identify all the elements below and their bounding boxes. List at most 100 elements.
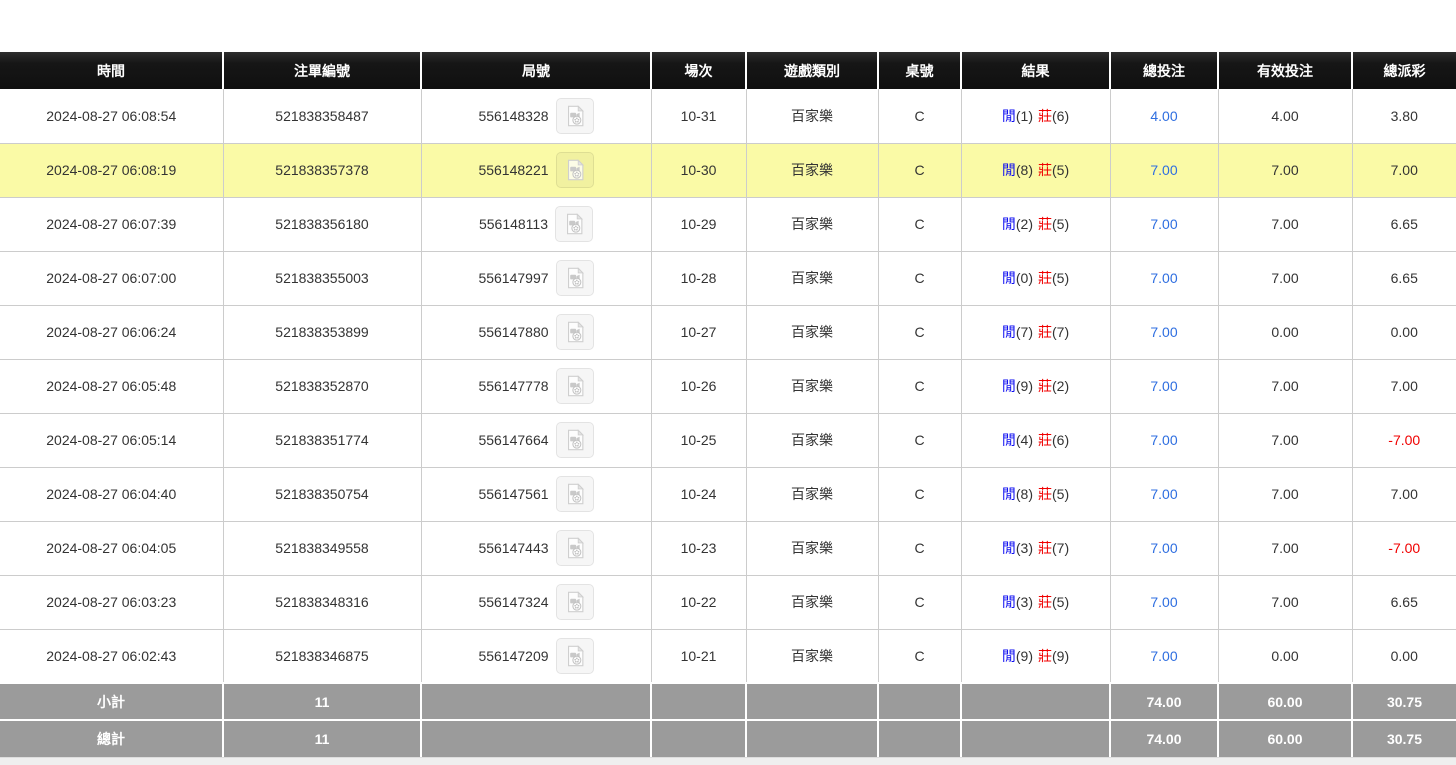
result-cell: 閒(1) 莊(6) bbox=[961, 89, 1111, 144]
total-bet-link[interactable]: 7.00 bbox=[1110, 467, 1219, 522]
subtotal-row: 小計 11 74.00 60.00 30.75 bbox=[0, 682, 1456, 720]
result-cell: 閒(7) 莊(7) bbox=[961, 305, 1111, 360]
session-cell: 10-27 bbox=[651, 305, 747, 360]
session-cell: 10-30 bbox=[651, 143, 747, 198]
session-cell: 10-24 bbox=[651, 467, 747, 522]
bet-id-cell: 521838355003 bbox=[223, 251, 422, 306]
payout-cell: 6.65 bbox=[1352, 575, 1456, 630]
video-replay-button[interactable] bbox=[555, 530, 594, 566]
total-bet-link[interactable]: 7.00 bbox=[1110, 629, 1219, 684]
table-row: 2024-08-27 06:07:00 521838355003 5561479… bbox=[0, 251, 1456, 306]
payout-cell: 3.80 bbox=[1352, 89, 1456, 144]
total-bet-link[interactable]: 7.00 bbox=[1110, 197, 1219, 252]
subtotal-count: 11 bbox=[223, 682, 422, 720]
video-replay-button[interactable] bbox=[555, 152, 594, 188]
payout-cell: -7.00 bbox=[1352, 413, 1456, 468]
result-cell: 閒(9) 莊(9) bbox=[961, 629, 1111, 684]
player-score: (2) bbox=[1015, 216, 1033, 232]
table-row: 2024-08-27 06:08:54 521838358487 5561483… bbox=[0, 89, 1456, 144]
round-cell: 556147209 bbox=[421, 629, 652, 684]
bet-id-cell: 521838353899 bbox=[223, 305, 422, 360]
header-round-id: 局號 bbox=[421, 52, 652, 89]
video-file-icon bbox=[563, 320, 587, 344]
grand-total-empty-cell bbox=[651, 719, 747, 757]
game-type-cell: 百家樂 bbox=[746, 305, 879, 360]
header-table-no: 桌號 bbox=[878, 52, 962, 89]
table-no-cell: C bbox=[878, 89, 962, 144]
video-replay-button[interactable] bbox=[555, 314, 594, 350]
valid-bet-cell: 7.00 bbox=[1218, 143, 1353, 198]
player-label: 閒 bbox=[1001, 540, 1016, 556]
video-replay-button[interactable] bbox=[555, 260, 594, 296]
total-bet-link[interactable]: 7.00 bbox=[1110, 251, 1219, 306]
table-row: 2024-08-27 06:05:14 521838351774 5561476… bbox=[0, 413, 1456, 468]
video-replay-button[interactable] bbox=[555, 206, 594, 242]
bet-id-cell: 521838351774 bbox=[223, 413, 422, 468]
grand-total-empty-cell bbox=[746, 719, 879, 757]
round-cell: 556148328 bbox=[421, 89, 652, 144]
round-cell: 556147880 bbox=[421, 305, 652, 360]
round-id-text: 556147997 bbox=[478, 270, 549, 286]
player-label: 閒 bbox=[1001, 270, 1016, 286]
table-row: 2024-08-27 06:04:05 521838349558 5561474… bbox=[0, 521, 1456, 576]
total-bet-link[interactable]: 4.00 bbox=[1110, 89, 1219, 144]
total-bet-link[interactable]: 7.00 bbox=[1110, 143, 1219, 198]
header-total-bet: 總投注 bbox=[1110, 52, 1219, 89]
total-bet-link[interactable]: 7.00 bbox=[1110, 413, 1219, 468]
total-bet-link[interactable]: 7.00 bbox=[1110, 575, 1219, 630]
bet-id-cell: 521838350754 bbox=[223, 467, 422, 522]
table-row: 2024-08-27 06:03:23 521838348316 5561473… bbox=[0, 575, 1456, 630]
table-no-cell: C bbox=[878, 467, 962, 522]
table-no-cell: C bbox=[878, 521, 962, 576]
video-replay-button[interactable] bbox=[555, 584, 594, 620]
total-bet-link[interactable]: 7.00 bbox=[1110, 359, 1219, 414]
banker-score: (6) bbox=[1052, 432, 1070, 448]
time-cell: 2024-08-27 06:07:00 bbox=[0, 251, 224, 306]
time-cell: 2024-08-27 06:06:24 bbox=[0, 305, 224, 360]
round-cell: 556147997 bbox=[421, 251, 652, 306]
round-id-text: 556147778 bbox=[478, 378, 549, 394]
total-bet-link[interactable]: 7.00 bbox=[1110, 305, 1219, 360]
time-cell: 2024-08-27 06:05:48 bbox=[0, 359, 224, 414]
subtotal-empty-cell bbox=[961, 682, 1111, 720]
game-type-cell: 百家樂 bbox=[746, 251, 879, 306]
round-id-text: 556147880 bbox=[478, 324, 549, 340]
player-score: (4) bbox=[1015, 432, 1033, 448]
banker-label: 莊 bbox=[1038, 594, 1052, 610]
video-file-icon bbox=[563, 374, 587, 398]
page-bottom-strip bbox=[0, 757, 1456, 765]
session-cell: 10-21 bbox=[651, 629, 747, 684]
subtotal-empty-cell bbox=[421, 682, 652, 720]
game-type-cell: 百家樂 bbox=[746, 359, 879, 414]
time-cell: 2024-08-27 06:08:54 bbox=[0, 89, 224, 144]
valid-bet-cell: 7.00 bbox=[1218, 575, 1353, 630]
banker-score: (5) bbox=[1052, 162, 1070, 178]
video-replay-button[interactable] bbox=[555, 476, 594, 512]
valid-bet-cell: 7.00 bbox=[1218, 197, 1353, 252]
game-type-cell: 百家樂 bbox=[746, 89, 879, 144]
round-id-text: 556147324 bbox=[478, 594, 549, 610]
video-replay-button[interactable] bbox=[555, 422, 594, 458]
table-no-cell: C bbox=[878, 305, 962, 360]
player-score: (1) bbox=[1015, 107, 1033, 124]
valid-bet-cell: 7.00 bbox=[1218, 251, 1353, 306]
total-bet-link[interactable]: 7.00 bbox=[1110, 521, 1219, 576]
table-no-cell: C bbox=[878, 575, 962, 630]
table-row: 2024-08-27 06:04:40 521838350754 5561475… bbox=[0, 467, 1456, 522]
header-payout: 總派彩 bbox=[1352, 52, 1456, 89]
video-replay-button[interactable] bbox=[555, 97, 594, 134]
round-id-text: 556148113 bbox=[478, 216, 549, 232]
banker-label: 莊 bbox=[1038, 486, 1052, 502]
table-no-cell: C bbox=[878, 197, 962, 252]
video-file-icon bbox=[563, 266, 587, 290]
player-label: 閒 bbox=[1001, 486, 1016, 502]
grand-total-empty-cell bbox=[878, 719, 962, 757]
result-cell: 閒(3) 莊(5) bbox=[961, 575, 1111, 630]
video-replay-button[interactable] bbox=[555, 637, 594, 674]
video-replay-button[interactable] bbox=[555, 368, 594, 404]
game-type-cell: 百家樂 bbox=[746, 143, 879, 198]
table-no-cell: C bbox=[878, 143, 962, 198]
bet-id-cell: 521838346875 bbox=[223, 629, 422, 684]
banker-score: (7) bbox=[1052, 540, 1070, 556]
